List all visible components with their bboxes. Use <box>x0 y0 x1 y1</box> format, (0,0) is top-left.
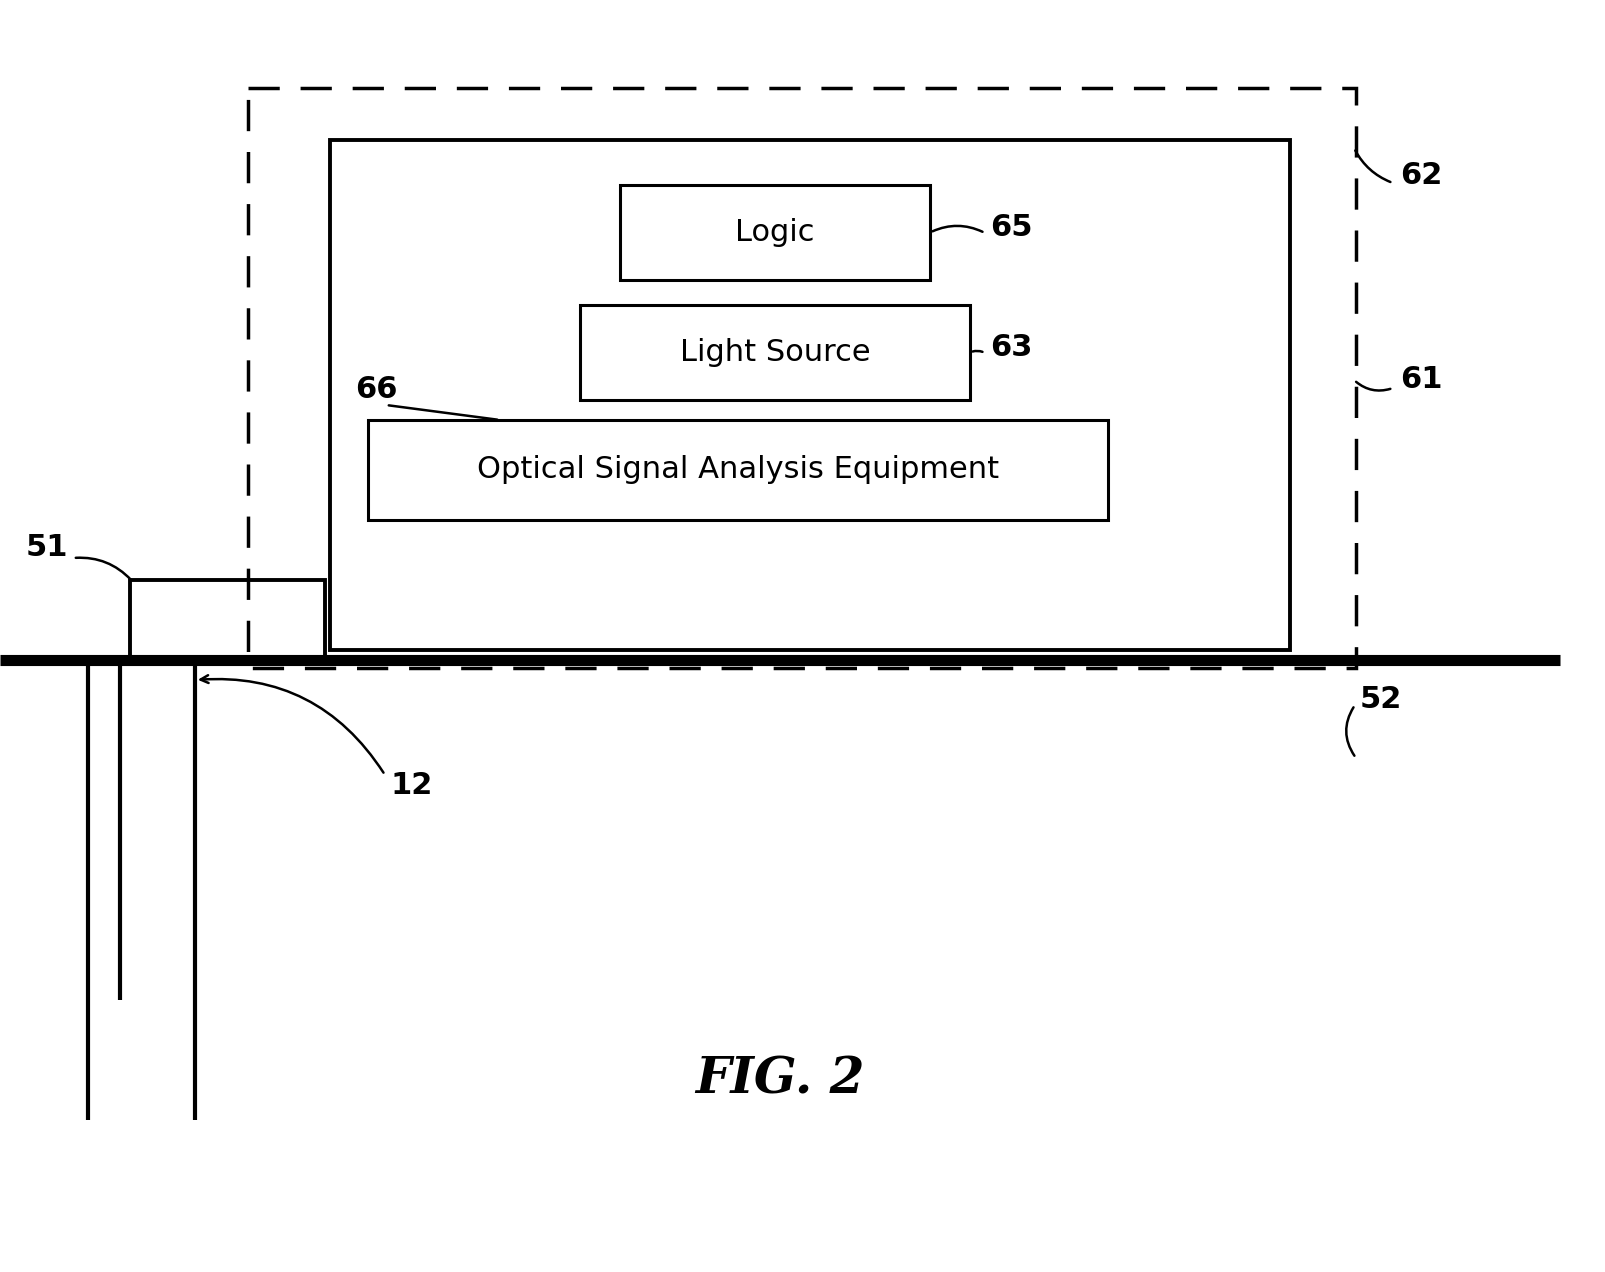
Bar <box>249 88 1356 668</box>
Text: 65: 65 <box>990 214 1032 243</box>
Bar <box>130 580 324 661</box>
Text: 52: 52 <box>1359 686 1403 715</box>
Text: FIG. 2: FIG. 2 <box>695 1056 865 1104</box>
Text: 62: 62 <box>1400 160 1443 190</box>
Text: 61: 61 <box>1400 365 1443 394</box>
Bar <box>368 420 1107 520</box>
Bar <box>620 184 929 280</box>
Text: 66: 66 <box>355 375 398 404</box>
Bar <box>579 305 969 399</box>
Bar <box>331 140 1290 650</box>
Text: 12: 12 <box>390 771 432 800</box>
Text: Optical Signal Analysis Equipment: Optical Signal Analysis Equipment <box>477 455 998 485</box>
Text: Light Source: Light Source <box>679 338 870 368</box>
Text: 63: 63 <box>990 333 1032 363</box>
Text: 51: 51 <box>26 533 67 562</box>
Text: Logic: Logic <box>735 218 815 247</box>
